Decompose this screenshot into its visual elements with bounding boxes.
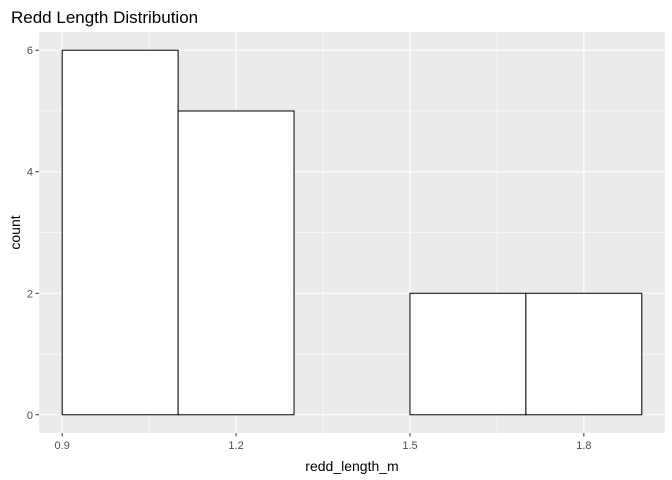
x-axis-title: redd_length_m <box>305 458 398 474</box>
y-axis-title: count <box>7 215 23 249</box>
x-axis: 0.9 1.2 1.5 1.8 <box>55 433 592 452</box>
y-tick-label: 6 <box>27 45 33 57</box>
y-tick-label: 2 <box>27 288 33 300</box>
chart-title: Redd Length Distribution <box>11 8 198 27</box>
histogram-bar <box>61 49 179 416</box>
histogram-bar <box>525 292 643 416</box>
x-tick-label: 0.9 <box>55 440 70 452</box>
histogram-bar <box>177 110 295 416</box>
x-tick-label: 1.2 <box>228 440 243 452</box>
x-tick-label: 1.5 <box>402 440 417 452</box>
histogram-bar <box>409 292 527 416</box>
y-axis: 0 2 4 6 <box>27 45 39 422</box>
x-tick-label: 1.8 <box>576 440 591 452</box>
y-tick-label: 0 <box>27 410 33 422</box>
y-tick-label: 4 <box>27 167 33 179</box>
bars-layer <box>61 49 643 416</box>
